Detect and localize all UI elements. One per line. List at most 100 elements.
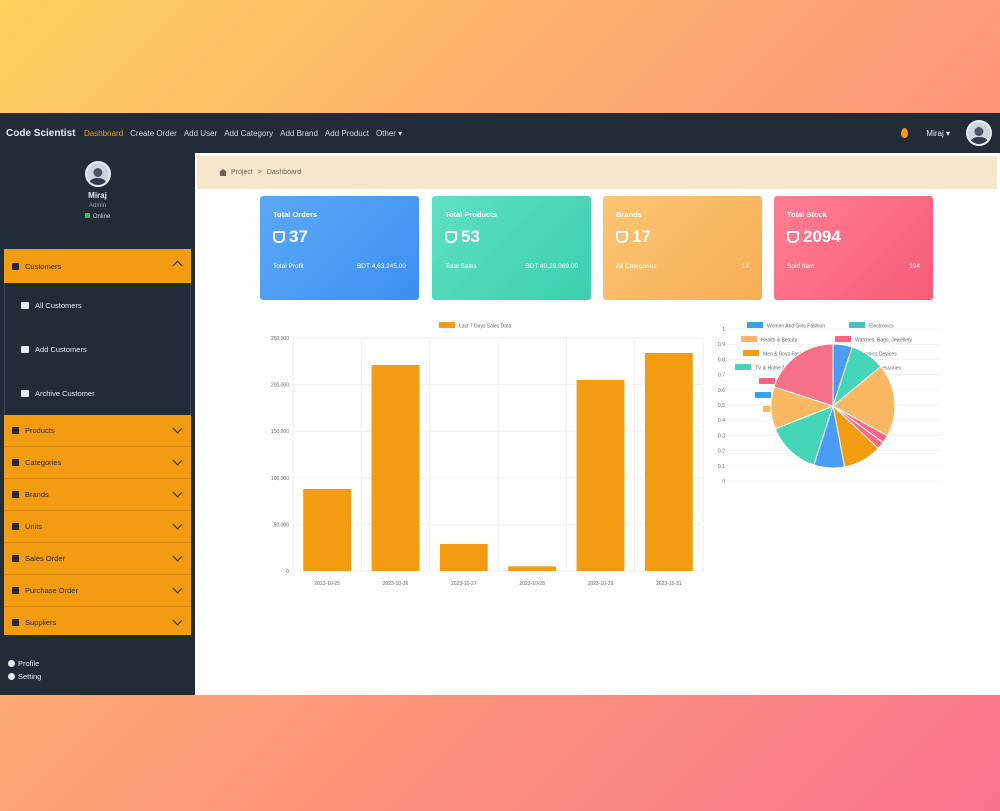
x-tick-label: 2023-10-29 [588, 581, 614, 587]
sidebar-item-products[interactable]: Products [4, 415, 191, 447]
legend-swatch [835, 336, 851, 342]
card-title: Total Orders [273, 210, 318, 219]
y-tick-label: 100,000 [271, 476, 289, 482]
stat-cards: Total Orders 37 Total Profit BDT 4,63,245… [260, 196, 935, 300]
cart-icon [273, 231, 285, 243]
footer-label: Setting [18, 672, 42, 681]
card-foot-label: Sold Item [787, 263, 815, 270]
bar-chart: Last 7 Days Sales Data 0 50,000 100,000 150,… [271, 322, 704, 587]
card-number: 17 [632, 227, 651, 246]
y-tick-label: 150,000 [271, 429, 289, 435]
legend-swatch [755, 392, 771, 398]
card-foot-value: BDT 40,28,069.00 [525, 263, 578, 270]
triangle-icon [12, 459, 19, 466]
card-total-products[interactable]: Total Products 53 Total Sales BDT 40,28,0… [432, 196, 591, 300]
submenu-label: Add Customers [35, 344, 87, 354]
sidebar-item-categories[interactable]: Categories [4, 447, 191, 479]
legend-swatch [741, 336, 757, 342]
bar [371, 365, 420, 571]
bar [644, 352, 693, 571]
breadcrumb-root[interactable]: Project [231, 169, 253, 176]
sidebar-item-suppliers[interactable]: Suppliers [4, 607, 191, 635]
card-foot-label: Total Sales [445, 263, 477, 270]
nav-add-user[interactable]: Add User [183, 128, 218, 138]
nav-dashboard[interactable]: Dashboard [84, 128, 124, 138]
dashboard-window: Code Scientist Dashboard Create Order Ad… [0, 113, 1000, 695]
sidebar-item-brands[interactable]: Brands [4, 479, 191, 511]
breadcrumb-current: Dashboard [266, 169, 302, 176]
submenu-label: Archive Customer [35, 388, 95, 398]
nav-add-brand[interactable]: Add Brand [280, 128, 318, 138]
y-tick-label: 0 [722, 479, 725, 485]
card-foot-value: BDT 4,63,245.00 [356, 263, 406, 270]
legend-swatch [743, 350, 759, 356]
x-tick-label: 2023-10-25 [314, 581, 340, 587]
y-tick-label: 250,000 [271, 336, 289, 342]
sidebar-item-customers[interactable]: Customers [4, 249, 191, 283]
y-tick-label: 200,000 [271, 383, 289, 389]
card-brands[interactable]: Brands 17 All Categories 14 [603, 196, 762, 300]
notification-icon[interactable] [901, 128, 909, 138]
nav-other-dropdown[interactable]: Other ▾ [375, 128, 403, 138]
y-tick-label: 0.2 [718, 449, 725, 455]
submenu-archive-customer[interactable]: Archive Customer [5, 371, 190, 415]
legend-label: Women And Girls Fashion [767, 324, 825, 330]
legend-swatch [759, 378, 775, 384]
bar [576, 379, 625, 571]
sidebar-item-purchase-order[interactable]: Purchase Order [4, 575, 191, 607]
x-tick-label: 2023-10-28 [519, 581, 545, 587]
chevron-down-icon [172, 487, 183, 498]
chevron-up-icon [172, 260, 183, 271]
submenu-add-customers[interactable]: Add Customers [5, 327, 190, 371]
avatar[interactable] [966, 120, 992, 146]
bar-legend: Last 7 Days Sales Data [439, 322, 511, 330]
sidebar-menu: Customers All Customers Add Customers Ar… [4, 249, 191, 635]
submenu-label: All Customers [35, 300, 82, 310]
profile-role: Admin [88, 203, 106, 209]
profile-avatar [84, 161, 111, 187]
card-foot-label: Total Profit [273, 263, 304, 270]
card-total-orders[interactable]: Total Orders 37 Total Profit BDT 4,63,245… [260, 196, 419, 300]
top-navbar: Code Scientist Dashboard Create Order Ad… [0, 113, 1000, 153]
sidebar-item-label: Brands [25, 490, 49, 499]
card-title: Brands [616, 210, 642, 219]
box-icon [12, 427, 19, 434]
card-total-stock[interactable]: Total Stock 2094 Sold Item 194 [774, 196, 933, 300]
card-foot-value: 14 [741, 263, 749, 270]
x-tick-label: 2023-10-31 [656, 581, 682, 587]
submenu-all-customers[interactable]: All Customers [5, 283, 190, 327]
nav-create-order[interactable]: Create Order [130, 128, 177, 138]
sidebar-item-units[interactable]: Units [4, 511, 191, 543]
pie-slice [773, 343, 834, 407]
sidebar-item-label: Units [25, 522, 43, 531]
sidebar-item-sales-order[interactable]: Sales Order [4, 543, 191, 575]
pie-slice [774, 405, 834, 466]
users-icon [21, 301, 29, 309]
breadcrumb: Project > Dashboard [197, 156, 997, 189]
user-icon [8, 660, 15, 667]
legend-swatch [735, 364, 751, 370]
sidebar-profile-link[interactable]: Profile [8, 659, 41, 668]
legend-swatch [849, 322, 865, 328]
brand-logo[interactable]: Code Scientist [6, 127, 76, 139]
nav-add-category[interactable]: Add Category [224, 128, 274, 138]
user-menu[interactable]: Miraj ▾ [926, 128, 950, 138]
chevron-down-icon [172, 519, 183, 530]
card-title: Total Stock [787, 210, 827, 219]
pie-chart: Women And Girls Fashion Electronics Health… [718, 322, 940, 485]
sidebar-setting-link[interactable]: Setting [8, 672, 41, 681]
nav-add-product[interactable]: Add Product [324, 128, 369, 138]
y-tick-label: 0.5 [718, 403, 725, 409]
y-tick-label: 0.3 [718, 433, 725, 439]
legend-label: Electronics Devices [853, 352, 897, 358]
gear-icon [8, 673, 15, 680]
sidebar-item-label: Suppliers [25, 618, 57, 627]
footer-label: Profile [18, 659, 40, 668]
tag-icon [616, 231, 628, 243]
card-number: 37 [289, 227, 308, 246]
truck-icon [12, 619, 19, 626]
card-value: 17 [616, 227, 749, 247]
x-tick-label: 2023-10-27 [451, 581, 477, 587]
legend-label: Electronics [869, 324, 894, 330]
tag-icon [12, 491, 19, 498]
